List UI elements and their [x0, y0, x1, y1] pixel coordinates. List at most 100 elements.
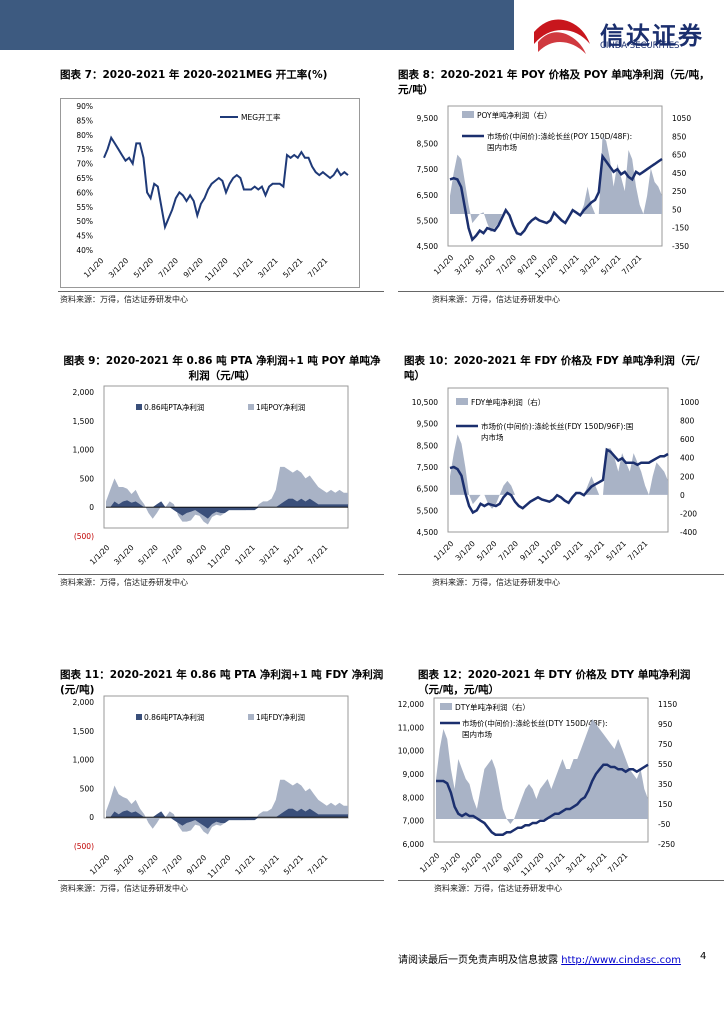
series-line-meg [103, 135, 349, 231]
x-tick-label: 7/1/20 [495, 253, 519, 277]
y-tick-label: 60% [76, 188, 93, 197]
right-tick-label: -400 [680, 528, 697, 537]
figure-8-title: 图表 8：2020-2021 年 POY 价格及 POY 单吨净利润（元/吨，元… [398, 69, 710, 96]
price-line [436, 763, 649, 836]
footer-text: 请阅读最后一页免责声明及信息披露 [398, 955, 558, 966]
legend-price-line1: 市场价(中间价):涤纶长丝(DTY 150D/48F): [462, 718, 608, 728]
x-tick-label: 7/1/20 [161, 853, 185, 877]
legend-price-line1: 市场价(中间价):涤纶长丝(POY 150D/48F): [487, 131, 632, 141]
cinda-logo: 信达证券 CINDA SECURITIES [530, 14, 720, 58]
right-tick-label: 650 [672, 151, 687, 160]
right-tick-label: 200 [680, 472, 695, 481]
y-tick-label: 85% [76, 116, 93, 125]
left-tick-label: 10,500 [412, 398, 438, 407]
source-note: 资料来源：万得，信达证券研发中心 [432, 295, 560, 304]
x-tick-label: 1/1/20 [432, 253, 456, 277]
plot-area [106, 779, 348, 835]
chart-frame [447, 387, 669, 533]
x-tick-label: 1/1/21 [557, 253, 581, 277]
y-tick-label: 80% [76, 131, 93, 140]
source-note: 资料来源：万得，信达证券研发中心 [60, 295, 188, 304]
secondary-profit-area [106, 779, 348, 835]
pta-profit-area [106, 498, 348, 519]
right-tick-label: 450 [672, 169, 687, 178]
y-tick-label: 40% [76, 246, 93, 255]
plot-area [106, 466, 348, 525]
x-tick-label: 3/1/21 [258, 543, 282, 567]
x-tick-label: 5/1/20 [136, 853, 160, 877]
right-tick-label: 0 [680, 491, 685, 500]
right-axis: 1150 950 750 550 350 150 -50 -250 [658, 700, 677, 849]
legend-swatch-poy [248, 404, 254, 410]
y-axis: 2,000 1,500 1,000 500 0 (500) [73, 698, 95, 851]
legend-profit: FDY单吨净利润（右） [471, 397, 545, 407]
right-tick-label: -250 [658, 840, 675, 849]
legend-pta: 0.86吨PTA净利润 [144, 712, 204, 722]
divider [58, 574, 384, 575]
left-axis: 9,500 8,500 7,500 6,500 5,500 4,500 [417, 114, 439, 251]
x-tick-label: 7/1/21 [606, 851, 630, 875]
chart-pta-fdy-profit: 0.86吨PTA净利润 1吨FDY净利润 2,000 1,500 1,000 500 0… [73, 695, 349, 880]
footer-disclaimer: 请阅读最后一页免责声明及信息披露 http://www.cindasc.com [398, 951, 681, 966]
chart-meg-operating-rate: MEG开工率 90% 85% 80% 75% 70% 65% 60% 55% 50% 45% 40%… [60, 98, 360, 288]
legend-poy: 1吨POY净利润 [256, 402, 305, 412]
x-tick-label: 1/1/20 [432, 539, 456, 563]
y-tick-label: (500) [74, 532, 94, 541]
x-tick-label: 7/1/20 [481, 851, 505, 875]
y-tick-label: 65% [76, 174, 93, 183]
left-tick-label: 8,500 [417, 441, 439, 450]
right-tick-label: 1000 [680, 398, 699, 407]
x-tick-label: 5/1/20 [474, 253, 498, 277]
right-tick-label: 750 [658, 740, 673, 749]
footer-link[interactable]: http://www.cindasc.com [561, 955, 681, 966]
left-tick-label: 9,500 [417, 420, 439, 429]
x-tick-label: 7/1/20 [161, 543, 185, 567]
y-tick-label: 2,000 [73, 698, 95, 707]
secondary-profit-area [106, 466, 348, 525]
header-band [0, 0, 514, 50]
right-tick-label: 550 [658, 760, 673, 769]
right-tick-label: 850 [672, 132, 687, 141]
source-note: 资料来源：万得，信达证券研发中心 [60, 578, 188, 587]
x-tick-label: 11/1/20 [206, 543, 233, 570]
left-tick-label: 5,500 [417, 506, 439, 515]
x-tick-label: 1/1/21 [233, 543, 257, 567]
y-tick-label: 1,000 [73, 446, 95, 455]
legend-profit: DTY单吨净利润（右） [455, 702, 530, 712]
x-tick-label: 3/1/21 [564, 851, 588, 875]
right-tick-label: 250 [672, 187, 687, 196]
y-tick-label: 0 [89, 503, 94, 512]
legend-swatch-pta [136, 404, 142, 410]
left-tick-label: 4,500 [417, 528, 439, 537]
logo-english: CINDA SECURITIES [600, 41, 680, 51]
left-tick-label: 4,500 [417, 242, 439, 251]
left-tick-label: 7,500 [417, 165, 439, 174]
x-tick-label: 5/1/21 [282, 543, 306, 567]
chart-frame [60, 98, 360, 288]
right-tick-label: 50 [672, 205, 682, 214]
source-note: 资料来源：万得，信达证券研发中心 [432, 578, 560, 587]
right-axis: 1000 800 600 400 200 0 -200 -400 [680, 398, 699, 537]
chart-fdy-price-profit: FDY单吨净利润（右） 市场价(中间价):涤纶长丝(FDY 150D/96F):… [412, 387, 699, 566]
left-tick-label: 7,000 [403, 817, 425, 826]
figure-7-title: 图表 7：2020-2021 年 2020-2021MEG 开工率(%) [60, 69, 328, 81]
right-tick-label: 400 [680, 454, 695, 463]
chart-poy-price-profit: POY单吨净利润（右） 市场价(中间价):涤纶长丝(POY 150D/48F):… [417, 105, 691, 280]
right-tick-label: 150 [658, 800, 673, 809]
y-tick-label: 2,000 [73, 388, 95, 397]
y-tick-label: 1,500 [73, 417, 95, 426]
x-axis: 1/1/203/1/205/1/207/1/209/1/2011/1/201/1… [432, 539, 650, 566]
x-tick-label: 1/1/21 [561, 539, 585, 563]
profit-area [450, 136, 662, 233]
left-tick-label: 11,000 [398, 723, 424, 732]
x-tick-label: 7/1/21 [626, 539, 650, 563]
plot-area [449, 136, 663, 242]
legend-price-line2: 国内市场 [462, 729, 492, 739]
x-tick-label: 3/1/20 [112, 543, 136, 567]
legend-pta: 0.86吨PTA净利润 [144, 402, 204, 412]
y-tick-label: 1,500 [73, 727, 95, 736]
x-tick-label: 11/1/20 [533, 253, 560, 280]
divider [58, 291, 384, 292]
x-tick-label: 11/1/20 [536, 539, 563, 566]
